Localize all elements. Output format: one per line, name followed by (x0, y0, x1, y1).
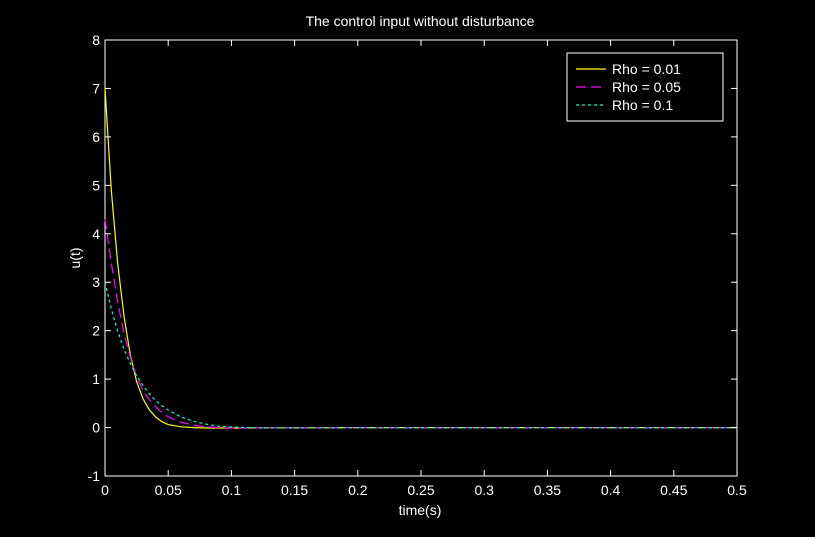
y-tick-label: 7 (92, 80, 100, 96)
x-tick-label: 0.3 (474, 482, 494, 498)
x-tick-label: 0.05 (155, 482, 182, 498)
x-axis-label: time(s) (399, 502, 442, 518)
y-tick-label: 4 (92, 226, 100, 242)
x-tick-label: 0.2 (348, 482, 368, 498)
x-tick-label: 0 (101, 482, 109, 498)
series-line-3 (104, 282, 737, 429)
y-tick-label: 0 (92, 420, 100, 436)
y-tick-label: 3 (92, 274, 100, 290)
y-tick-label: 8 (92, 32, 100, 48)
y-tick-label: 6 (92, 129, 100, 145)
x-tick-label: 0.1 (222, 482, 242, 498)
y-tick-label: 5 (92, 177, 100, 193)
series-line-2 (104, 219, 737, 429)
legend: Rho = 0.01 Rho = 0.05 Rho = 0.1 (566, 52, 724, 122)
chart-title: The control input without disturbance (306, 13, 535, 29)
x-tick-label: 0.5 (727, 482, 747, 498)
x-tick-label: 0.35 (534, 482, 561, 498)
y-axis-label: u(t) (67, 248, 83, 269)
y-tick-label: 2 (92, 323, 100, 339)
x-tick-label: 0.45 (660, 482, 687, 498)
legend-label-1: Rho = 0.01 (612, 61, 681, 77)
x-tick-label: 0.4 (601, 482, 621, 498)
x-tick-label: 0.15 (281, 482, 308, 498)
axis-ticks: 0 0.05 0.1 0.15 0.2 0.25 0.3 0.35 0.4 0.45 0.5-101… (88, 32, 747, 498)
y-tick-label: -1 (88, 468, 101, 484)
legend-label-2: Rho = 0.05 (612, 79, 681, 95)
legend-label-3: Rho = 0.1 (612, 97, 673, 113)
x-tick-label: 0.25 (407, 482, 434, 498)
y-tick-label: 1 (92, 371, 100, 387)
